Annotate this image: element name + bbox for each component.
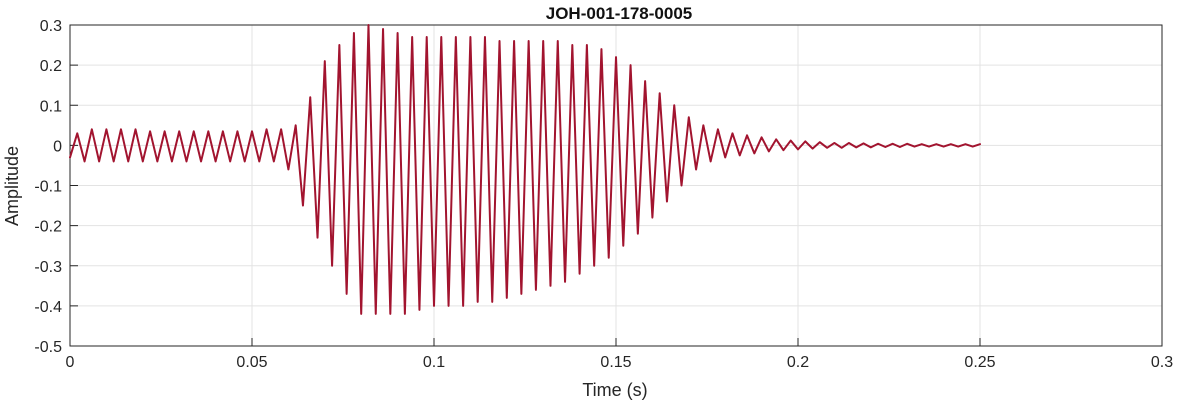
y-tick-label: 0.3: [40, 18, 62, 35]
x-axis-label: Time (s): [582, 380, 647, 400]
y-tick-label: -0.4: [34, 299, 62, 316]
x-tick-label: 0.1: [423, 354, 445, 371]
x-tick-label: 0: [66, 354, 75, 371]
x-tick-label: 0.2: [787, 354, 809, 371]
y-tick-label: -0.3: [34, 259, 62, 276]
x-tick-label: 0.15: [600, 354, 631, 371]
x-tick-label: 0.25: [964, 354, 995, 371]
y-tick-label: 0.1: [40, 98, 62, 115]
axes-box: [69, 24, 1163, 347]
x-tick-labels: 0 0.05 0.1 0.15 0.2 0.25 0.3: [66, 354, 1174, 371]
plot-area: [69, 24, 981, 315]
y-tick-label: -0.5: [34, 339, 62, 356]
waveform-series-line: [69, 24, 981, 315]
chart-title: JOH-001-178-0005: [546, 4, 692, 23]
y-tick-label: 0: [53, 138, 62, 155]
y-tick-label: -0.2: [34, 219, 62, 236]
x-tick-label: 0.05: [236, 354, 267, 371]
y-tick-label: 0.2: [40, 58, 62, 75]
y-tick-labels: 0.3 0.2 0.1 0 -0.1 -0.2 -0.3 -0.4 -0.5: [34, 18, 62, 356]
grid-lines: [69, 24, 1163, 347]
y-tick-label: -0.1: [34, 179, 62, 196]
y-axis-label: Amplitude: [2, 146, 22, 226]
x-tick-label: 0.3: [1151, 354, 1173, 371]
